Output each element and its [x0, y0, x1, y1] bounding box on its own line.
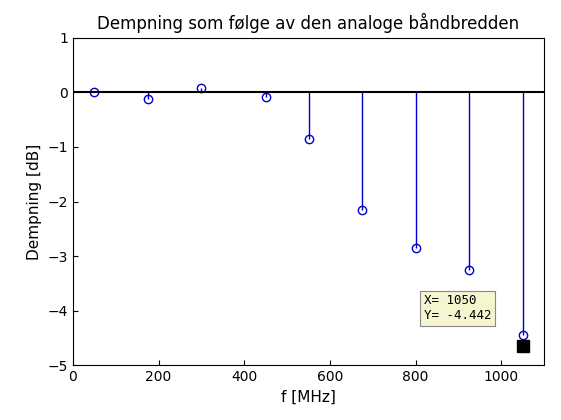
Title: Dempning som følge av den analoge båndbredden: Dempning som følge av den analoge båndbr…: [98, 13, 519, 34]
Y-axis label: Dempning [dB]: Dempning [dB]: [27, 144, 42, 260]
Text: X= 1050
Y= -4.442: X= 1050 Y= -4.442: [424, 294, 492, 323]
X-axis label: f [MHz]: f [MHz]: [281, 390, 336, 405]
